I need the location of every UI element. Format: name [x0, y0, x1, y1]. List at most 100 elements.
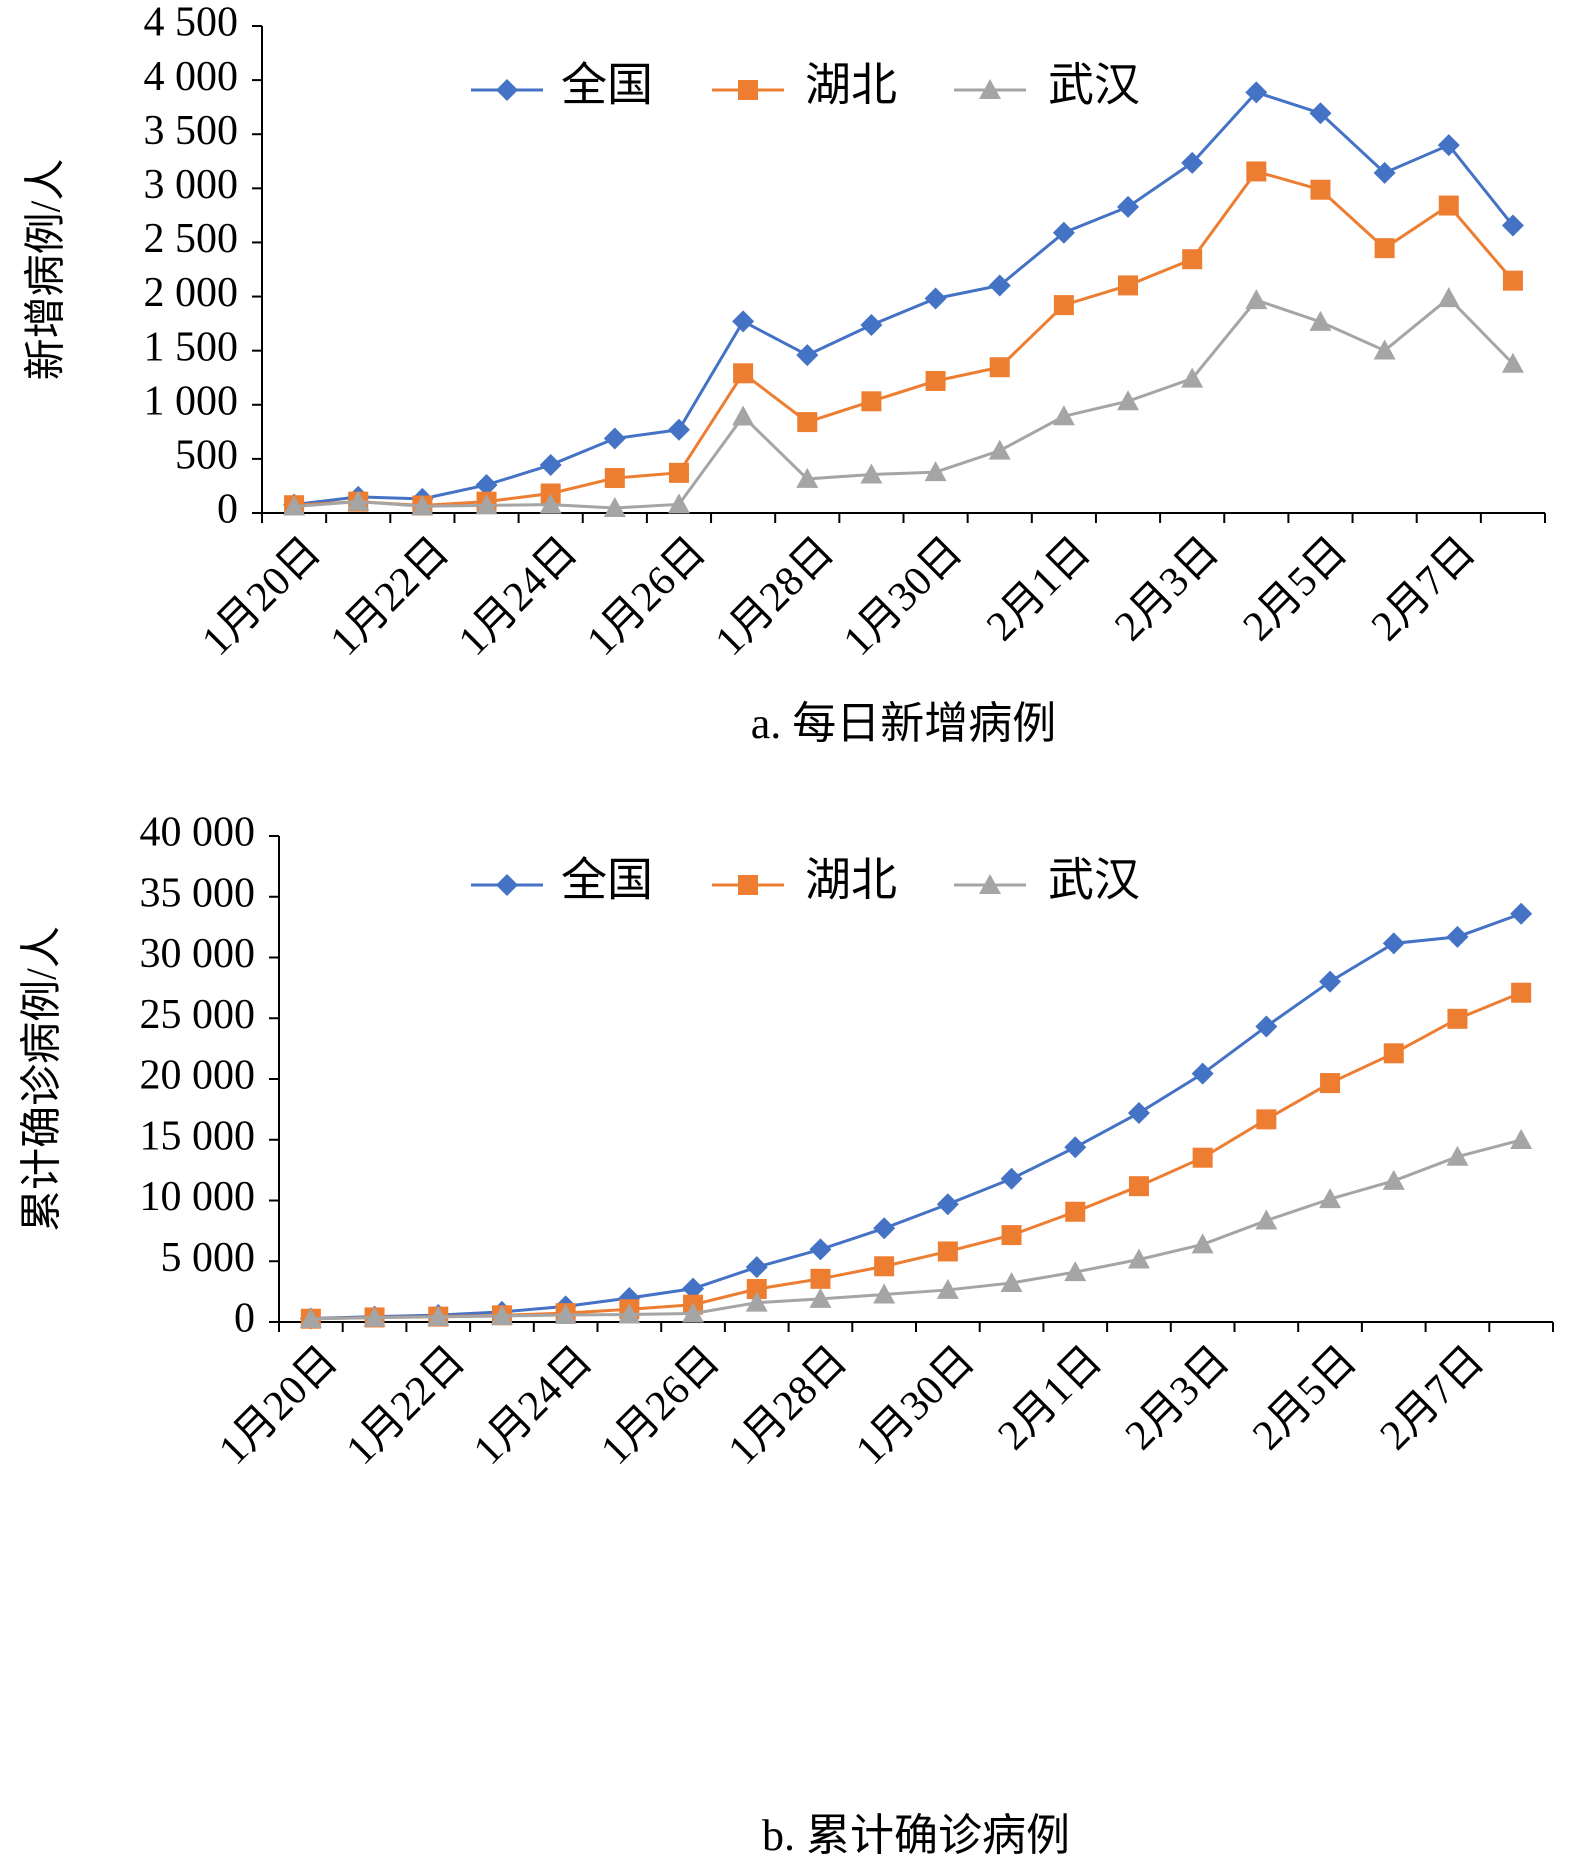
marker-triangle: [1191, 1233, 1214, 1254]
y-tick-label: 3 500: [144, 108, 239, 154]
marker-triangle: [1000, 1271, 1023, 1292]
marker-diamond: [1191, 1062, 1214, 1085]
marker-diamond: [1127, 1101, 1150, 1124]
y-tick-label: 0: [217, 487, 238, 533]
legend-label: 武汉: [1048, 855, 1140, 906]
marker-square: [797, 412, 818, 433]
marker-triangle: [1245, 289, 1268, 310]
marker-triangle: [618, 1303, 641, 1324]
marker-diamond: [936, 1193, 959, 1216]
marker-triangle: [809, 1287, 832, 1308]
y-tick-label: 30 000: [140, 931, 256, 977]
marker-triangle: [1052, 405, 1075, 426]
marker-square: [746, 1279, 767, 1300]
y-tick-label: 2 500: [144, 216, 239, 262]
y-tick-label: 40 000: [140, 810, 256, 856]
marker-square: [540, 483, 561, 504]
y-tick-label: 4 500: [144, 0, 239, 46]
marker-triangle: [1117, 390, 1140, 411]
marker-triangle: [347, 490, 370, 511]
marker-triangle: [1373, 339, 1396, 360]
marker-square: [1511, 982, 1532, 1003]
marker-square: [1118, 275, 1139, 296]
marker-square: [810, 1268, 831, 1289]
series-line: [310, 912, 1522, 1320]
marker-diamond: [1064, 1136, 1087, 1159]
marker-diamond: [732, 310, 755, 333]
y-tick-label: 15 000: [140, 1113, 256, 1159]
marker-triangle: [299, 1307, 322, 1328]
marker-diamond: [603, 427, 626, 450]
marker-square: [1374, 238, 1395, 259]
marker-triangle: [667, 493, 690, 514]
marker-triangle: [1181, 367, 1204, 388]
marker-diamond: [682, 1277, 705, 1300]
marker-triangle: [475, 494, 498, 515]
marker-triangle: [1319, 1188, 1342, 1209]
y-axis-title: 累计确诊病例/人: [19, 926, 66, 1232]
x-tick-label: 1月20日: [210, 1337, 346, 1473]
marker-triangle: [979, 79, 1001, 99]
marker-triangle: [1446, 1145, 1469, 1166]
marker-diamond: [1501, 214, 1524, 237]
marker-square: [733, 363, 754, 384]
series-line: [310, 1138, 1522, 1321]
marker-triangle: [490, 1304, 513, 1325]
legend-label: 湖北: [805, 855, 897, 906]
y-tick-label: 20 000: [140, 1053, 256, 1099]
marker-square: [874, 1256, 895, 1277]
marker-triangle: [682, 1302, 705, 1323]
marker-square: [1438, 195, 1459, 216]
marker-square: [1447, 1008, 1468, 1029]
marker-triangle: [1064, 1261, 1087, 1282]
marker-diamond: [667, 418, 690, 441]
marker-square: [1246, 161, 1267, 182]
y-tick-label: 500: [175, 433, 238, 479]
marker-diamond: [496, 79, 518, 101]
x-tick-label: 1月26日: [578, 528, 714, 664]
marker-triangle: [1510, 1128, 1533, 1149]
marker-triangle: [1309, 310, 1332, 331]
x-tick-label: 2月3日: [1106, 528, 1228, 650]
y-tick-label: 2 000: [144, 270, 239, 316]
marker-diamond: [1309, 102, 1332, 125]
marker-square: [738, 875, 758, 895]
x-tick-label: 1月20日: [193, 528, 329, 664]
marker-diamond: [1437, 134, 1460, 157]
marker-triangle: [1127, 1248, 1150, 1269]
marker-square: [1128, 1176, 1149, 1197]
marker-triangle: [732, 405, 755, 426]
x-tick-label: 2月5日: [1244, 1337, 1366, 1459]
x-tick-label: 1月28日: [720, 1337, 856, 1473]
x-tick-label: 1月30日: [835, 528, 971, 664]
marker-square: [1192, 1147, 1213, 1168]
marker-diamond: [1446, 925, 1469, 948]
series-line: [293, 90, 1515, 507]
marker-triangle: [283, 495, 306, 516]
x-tick-label: 2月1日: [990, 1337, 1112, 1459]
marker-diamond: [809, 1238, 832, 1261]
marker-square: [925, 370, 946, 391]
x-tick-label: 1月22日: [338, 1337, 474, 1473]
marker-diamond: [1510, 902, 1533, 925]
marker-diamond: [539, 453, 562, 476]
chart-caption: a. 每日新增病例: [751, 699, 1057, 748]
y-tick-label: 5 000: [161, 1235, 256, 1281]
marker-diamond: [924, 287, 947, 310]
marker-square: [1383, 1043, 1404, 1064]
y-tick-label: 35 000: [140, 870, 256, 916]
y-tick-label: 25 000: [140, 992, 256, 1038]
x-tick-label: 1月30日: [847, 1337, 983, 1473]
marker-diamond: [1255, 1015, 1278, 1038]
y-tick-label: 4 000: [144, 54, 239, 100]
marker-square: [1182, 249, 1203, 270]
marker-triangle: [936, 1278, 959, 1299]
marker-diamond: [1382, 932, 1405, 955]
marker-square: [604, 468, 625, 489]
marker-diamond: [1117, 195, 1140, 218]
chart-caption: b. 累计确诊病例: [762, 1811, 1070, 1860]
marker-triangle: [554, 1304, 577, 1325]
marker-square: [1001, 1225, 1022, 1246]
marker-diamond: [1245, 81, 1268, 104]
